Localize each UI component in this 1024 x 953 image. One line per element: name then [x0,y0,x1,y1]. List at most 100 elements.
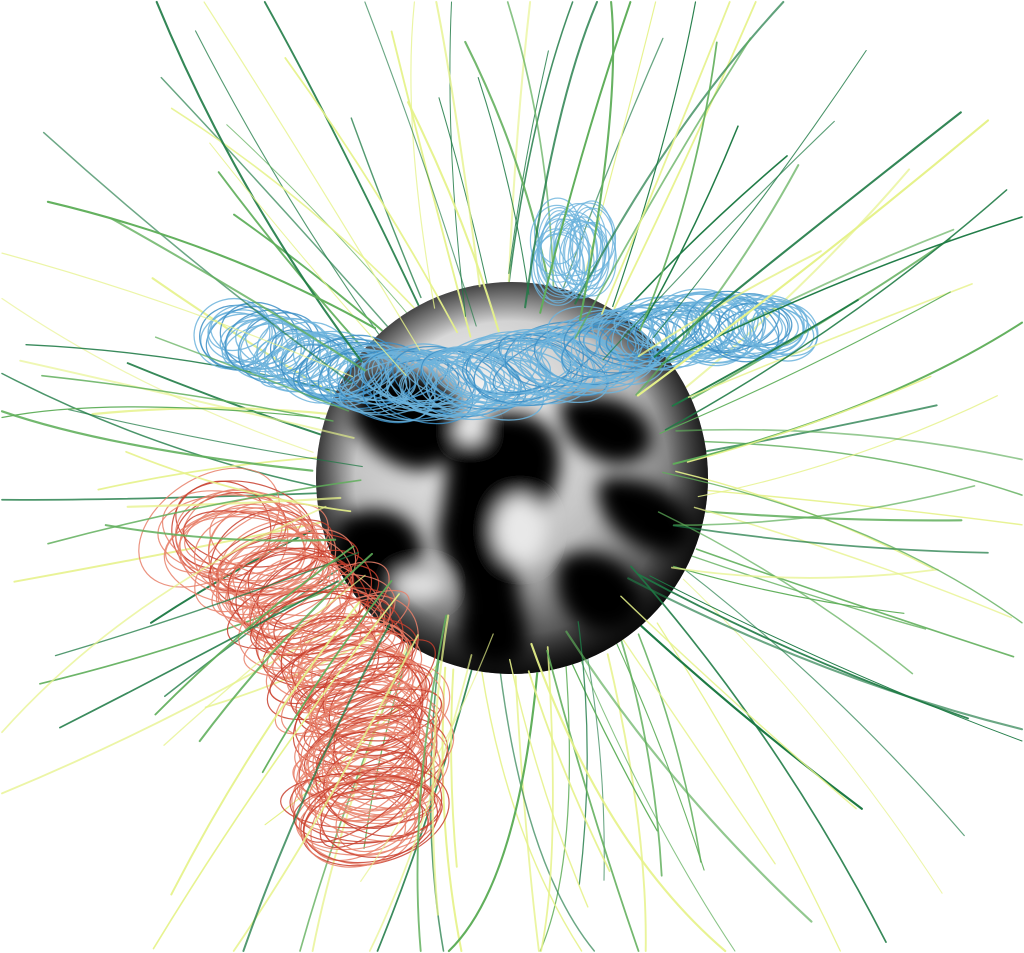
open-field-line [67,409,363,468]
open-field-line [198,552,374,743]
open-field-line [0,410,314,472]
red-flux-loop [293,780,443,845]
red-flux-loop [247,553,361,633]
open-field-line [657,511,914,675]
open-field-line [650,543,965,837]
open-field-line [506,1,574,300]
open-field-line [441,666,463,953]
open-field-line [684,552,927,630]
open-field-line [233,213,404,350]
red-flux-loop [274,612,423,693]
open-field-line [656,622,841,952]
blue-flux-loop [533,197,582,265]
open-field-line [217,171,363,348]
blue-flux-loop [553,203,603,282]
open-field-line [364,1,477,327]
open-field-line [680,440,1023,496]
red-flux-loop [280,772,436,829]
blue-flux-loop [219,301,299,370]
open-field-line [514,675,540,952]
open-field-line [698,488,1023,526]
open-field-line [606,653,647,952]
open-field-line [635,164,800,396]
open-field-line [664,189,1008,431]
blue-flux-loop [562,216,604,298]
open-field-line [662,471,1023,624]
open-field-line [574,37,752,339]
blue-flux-loop [465,337,584,406]
open-field-line [672,321,1023,465]
open-field-line [1,297,314,453]
open-field-line [263,1,440,350]
open-field-line [152,593,400,950]
open-field-line [530,642,727,953]
open-field-line [562,37,664,290]
red-flux-loop [226,563,380,650]
blue-flux-rope [193,197,819,425]
open-field-line [672,485,976,527]
blue-flux-loop [305,337,398,399]
open-field-line [46,200,377,330]
open-field-line [154,336,350,412]
red-flux-loop [335,776,421,853]
open-field-line [539,624,571,952]
open-field-line [660,216,1023,365]
open-field-line [673,565,905,614]
open-field-line [1,505,327,734]
open-field-line [630,565,887,943]
open-field-line [524,0,599,309]
open-field-line [447,672,539,953]
open-field-line [576,652,736,952]
open-field-line [636,119,990,397]
open-field-line [627,577,1024,731]
red-flux-loop [315,639,436,738]
open-field-line [659,291,951,435]
open-field-line [697,395,998,498]
blue-flux-loop [525,327,636,394]
open-field-line [635,620,863,810]
red-flux-loop [298,792,408,851]
open-field-line [508,658,589,908]
blue-flux-loop [549,214,598,299]
open-field-line [406,101,500,333]
open-field-line [154,545,355,716]
open-field-line [508,50,549,274]
open-field-line [155,0,363,363]
open-field-line [675,428,1023,461]
open-field-line [261,580,393,774]
red-flux-loop [324,669,418,750]
open-field-line [686,375,932,463]
open-field-line [565,630,813,923]
open-field-line [671,299,859,407]
open-field-line [670,566,939,579]
red-flux-loop [280,653,417,738]
red-flux-loop [294,766,439,825]
open-field-line [637,633,702,863]
open-field-line [619,635,776,865]
open-field-line [449,1,466,317]
open-field-line [602,613,705,871]
open-field-line [209,142,407,377]
blue-flux-loop [504,321,613,388]
open-field-line [602,120,835,361]
open-field-line [613,1,757,310]
blue-flux-loop [567,221,617,297]
open-field-line [104,524,337,542]
red-flux-loop [323,748,443,837]
blue-flux-loop [199,304,277,371]
open-field-line [639,41,718,332]
red-flux-loop [303,688,443,753]
open-field-line [649,575,1023,742]
open-field-line [170,107,444,340]
blue-flux-loop [646,302,730,368]
open-field-line [435,1,481,288]
open-field-line [672,524,989,554]
red-flux-loop [288,597,391,684]
open-field-line [416,614,448,952]
open-field-line [126,496,342,508]
open-field-line [438,97,494,311]
red-flux-loop [224,531,327,616]
open-field-line [160,76,399,339]
